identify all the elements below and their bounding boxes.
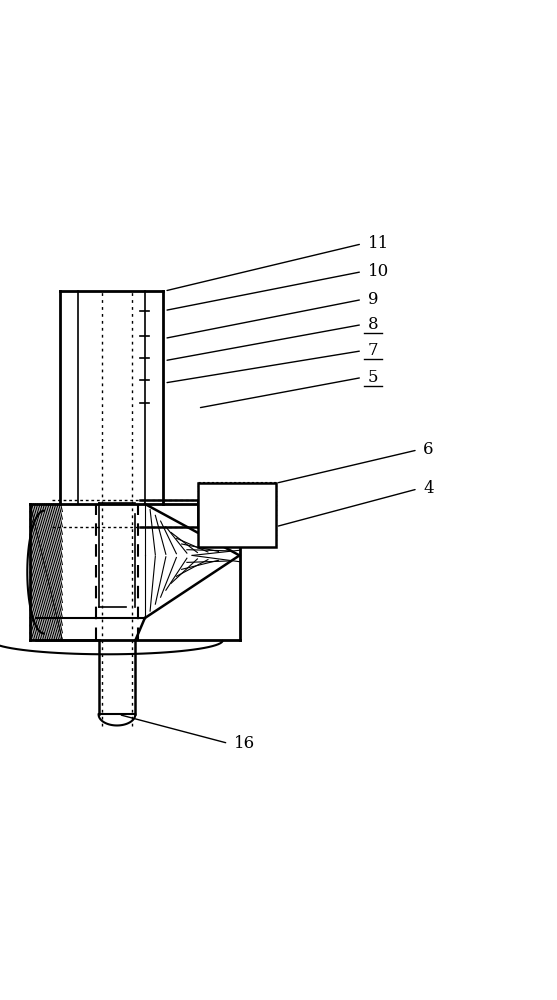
Text: 9: 9 [368,291,378,308]
Text: 5: 5 [368,369,378,386]
Text: 6: 6 [423,441,434,458]
Text: 8: 8 [368,316,378,333]
Text: 11: 11 [368,235,389,252]
Text: 4: 4 [423,480,434,497]
Text: 7: 7 [368,342,378,359]
Bar [198,483,276,547]
Text: 10: 10 [368,263,389,280]
Text: 16: 16 [234,735,255,752]
